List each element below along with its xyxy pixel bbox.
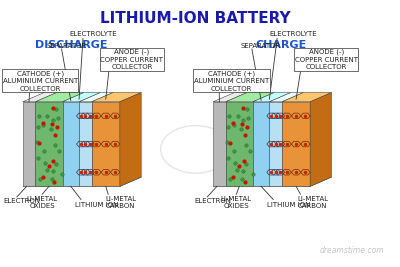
FancyBboxPatch shape	[79, 102, 92, 186]
Text: LITHIUM ION: LITHIUM ION	[268, 202, 311, 208]
FancyBboxPatch shape	[23, 102, 35, 186]
Text: DISCHARGE: DISCHARGE	[35, 40, 108, 50]
Polygon shape	[213, 93, 247, 102]
Text: ELECTROLYTE: ELECTROLYTE	[69, 31, 117, 37]
Polygon shape	[23, 93, 57, 102]
Text: LI-METAL
CARBON: LI-METAL CARBON	[106, 196, 137, 209]
Polygon shape	[62, 93, 100, 102]
Polygon shape	[226, 93, 274, 102]
FancyBboxPatch shape	[226, 102, 253, 186]
Text: ELECTROLYTE: ELECTROLYTE	[269, 31, 317, 37]
Text: CATHODE (+)
ALUMINIUM CURRENT
COLLECTOR: CATHODE (+) ALUMINIUM CURRENT COLLECTOR	[2, 70, 78, 92]
FancyBboxPatch shape	[253, 102, 269, 186]
FancyBboxPatch shape	[92, 102, 120, 186]
Text: CATHODE (+)
ALUMINIUM CURRENT
COLLECTOR: CATHODE (+) ALUMINIUM CURRENT COLLECTOR	[194, 70, 269, 92]
Text: ELECTRON: ELECTRON	[4, 198, 41, 204]
Polygon shape	[310, 93, 332, 186]
Text: CHARGE: CHARGE	[256, 40, 307, 50]
Text: ELECTRON: ELECTRON	[195, 198, 232, 204]
Polygon shape	[253, 93, 291, 102]
Text: LI-METAL
OXIDES: LI-METAL OXIDES	[27, 196, 58, 209]
Text: SEPARATOR: SEPARATOR	[240, 43, 280, 49]
Polygon shape	[269, 93, 303, 102]
Polygon shape	[92, 93, 141, 102]
FancyBboxPatch shape	[213, 102, 226, 186]
Text: LITHIUM-ION BATTERY: LITHIUM-ION BATTERY	[100, 11, 291, 26]
Polygon shape	[23, 177, 141, 186]
Polygon shape	[35, 93, 84, 102]
Text: LITHIUM ION: LITHIUM ION	[75, 202, 118, 208]
Polygon shape	[213, 177, 332, 186]
Text: ANODE (-)
COPPER CURRENT
COLLECTOR: ANODE (-) COPPER CURRENT COLLECTOR	[295, 49, 358, 70]
Text: dreamstime.com: dreamstime.com	[320, 246, 384, 255]
Polygon shape	[120, 93, 141, 186]
Polygon shape	[282, 93, 332, 102]
FancyBboxPatch shape	[282, 102, 310, 186]
Text: ANODE (-)
COPPER CURRENT
COLLECTOR: ANODE (-) COPPER CURRENT COLLECTOR	[100, 49, 164, 70]
FancyBboxPatch shape	[35, 102, 62, 186]
FancyBboxPatch shape	[269, 102, 282, 186]
Text: SEPARATOR: SEPARATOR	[46, 43, 86, 49]
FancyBboxPatch shape	[62, 102, 79, 186]
Polygon shape	[79, 93, 113, 102]
Text: LI-METAL
CARBON: LI-METAL CARBON	[297, 196, 328, 209]
Text: LI-METAL
OXIDES: LI-METAL OXIDES	[221, 196, 252, 209]
